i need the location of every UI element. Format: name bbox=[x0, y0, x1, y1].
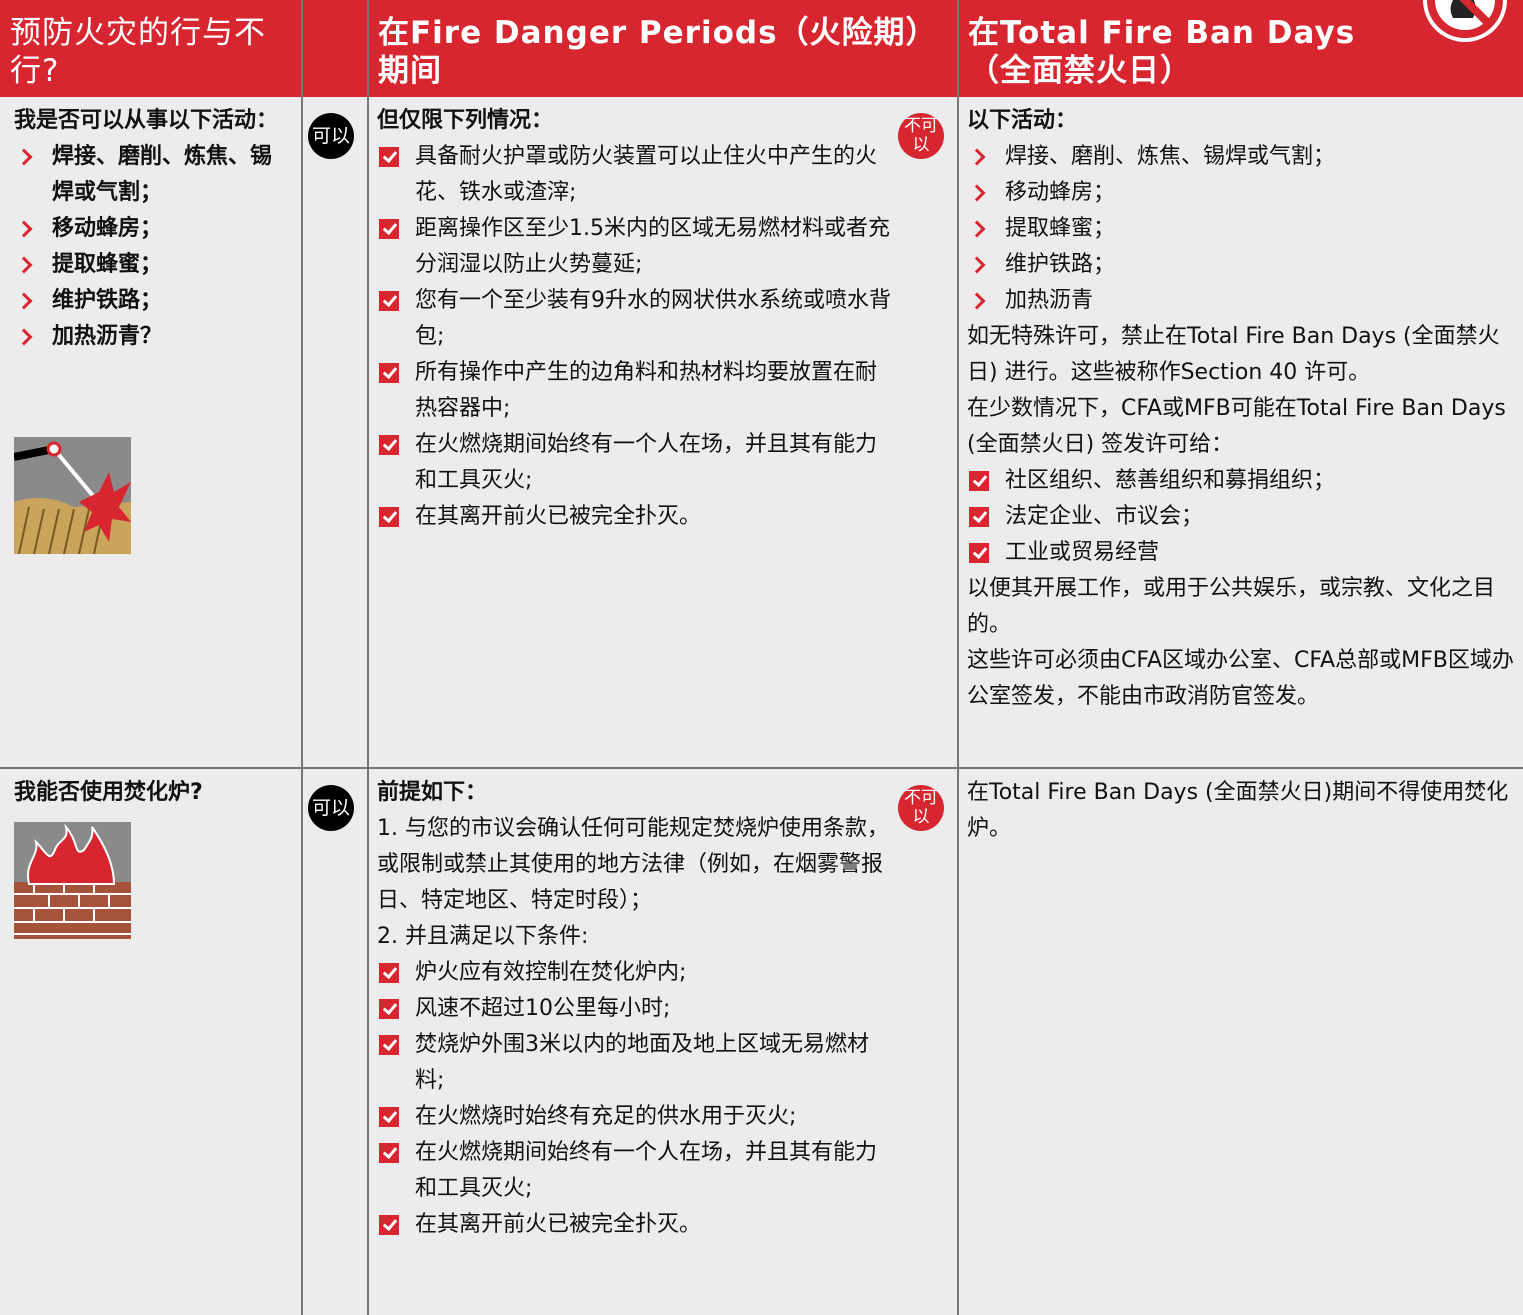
heading: 我能否使用焚化炉? bbox=[14, 780, 203, 805]
check-item: 工业或贸易经营 bbox=[967, 535, 1517, 571]
header-spacer bbox=[302, 0, 368, 97]
paragraph: 在Total Fire Ban Days (全面禁火日)期间不得使用焚化炉。 bbox=[967, 780, 1509, 841]
banned-cell: 以下活动： 焊接、磨削、炼焦、锡焊或气割； 移动蜂房； 提取蜂蜜； 维护铁路； 加热沥青如… bbox=[959, 97, 1523, 767]
paragraph: 这些许可必须由CFA区域办公室、CFA总部或MFB区域办公室签发，不能由市政消防… bbox=[967, 648, 1514, 709]
heading: 以下活动： bbox=[967, 108, 1078, 133]
paragraph: 如无特殊许可，禁止在Total Fire Ban Days (全面禁火日) 进行… bbox=[967, 324, 1500, 385]
bullet-item: 加热沥青 bbox=[967, 283, 1517, 319]
heading: 但仅限下列情况： bbox=[377, 108, 554, 133]
bullet-item: 焊接、磨削、炼焦、锡焊或气割； bbox=[14, 139, 291, 211]
heading: 前提如下： bbox=[377, 780, 488, 805]
can-badge: 可以 bbox=[308, 785, 354, 831]
check-item: 所有操作中产生的边角料和热材料均要放置在耐热容器中; bbox=[377, 355, 897, 427]
check-item: 炉火应有效控制在焚化炉内; bbox=[377, 955, 897, 991]
bullet-item: 提取蜂蜜； bbox=[14, 247, 291, 283]
header-cell: 在Fire Danger Periods（火险期）期间 bbox=[368, 0, 958, 97]
divider bbox=[0, 767, 1523, 769]
divider bbox=[957, 0, 959, 1315]
check-item: 社区组织、慈善组织和募捐组织； bbox=[967, 463, 1517, 499]
bullet-item: 维护铁路； bbox=[14, 283, 291, 319]
can-badge: 可以 bbox=[308, 113, 354, 159]
bullet-item: 维护铁路； bbox=[967, 247, 1517, 283]
check-item: 在其离开前火已被完全扑灭。 bbox=[377, 1207, 897, 1243]
cannot-badge: 不可以 bbox=[898, 785, 944, 831]
check-item: 法定企业、市议会； bbox=[967, 499, 1517, 535]
bullet-item: 移动蜂房； bbox=[967, 175, 1517, 211]
check-item: 在火燃烧时始终有充足的供水用于灭火; bbox=[377, 1099, 897, 1135]
check-item: 在其离开前火已被完全扑灭。 bbox=[377, 499, 897, 535]
bullet-item: 焊接、磨削、炼焦、锡焊或气割； bbox=[967, 139, 1517, 175]
paragraph: 1. 与您的市议会确认任何可能规定焚烧炉使用条款，或限制或禁止其使用的地方法律（… bbox=[377, 816, 889, 913]
check-item: 风速不超过10公里每小时; bbox=[377, 991, 897, 1027]
bullet-item: 移动蜂房； bbox=[14, 211, 291, 247]
welding-icon bbox=[14, 437, 131, 554]
check-item: 在火燃烧期间始终有一个人在场，并且其有能力和工具灭火; bbox=[377, 427, 897, 499]
check-item: 具备耐火护罩或防火装置可以止住火中产生的火花、铁水或渣滓; bbox=[377, 139, 897, 211]
allowed-cell: 但仅限下列情况： 具备耐火护罩或防火装置可以止住火中产生的火花、铁水或渣滓; 距离操… bbox=[369, 97, 957, 767]
cannot-badge: 不可以 bbox=[898, 113, 944, 159]
question-cell: 我能否使用焚化炉? bbox=[0, 769, 301, 1315]
header-cell: 预防火灾的行与不行? bbox=[0, 0, 302, 97]
bullet-item: 提取蜂蜜； bbox=[967, 211, 1517, 247]
check-item: 您有一个至少装有9升水的网状供水系统或喷水背包; bbox=[377, 283, 897, 355]
paragraph: 以便其开展工作，或用于公共娱乐，或宗教、文化之目的。 bbox=[967, 576, 1496, 637]
allowed-cell: 前提如下： 1. 与您的市议会确认任何可能规定焚烧炉使用条款，或限制或禁止其使用的… bbox=[369, 769, 957, 1315]
incinerator-icon bbox=[14, 822, 131, 939]
paragraph: 在少数情况下，CFA或MFB可能在Total Fire Ban Days (全面… bbox=[967, 396, 1506, 457]
check-item: 在火燃烧期间始终有一个人在场，并且其有能力和工具灭火; bbox=[377, 1135, 897, 1207]
divider bbox=[301, 0, 303, 1315]
check-item: 焚烧炉外围3米以内的地面及地上区域无易燃材料; bbox=[377, 1027, 897, 1099]
bullet-item: 加热沥青？ bbox=[14, 319, 291, 355]
paragraph: 2. 并且满足以下条件: bbox=[377, 924, 589, 949]
divider bbox=[367, 0, 369, 1315]
banned-cell: 在Total Fire Ban Days (全面禁火日)期间不得使用焚化炉。 bbox=[959, 769, 1523, 1315]
no-fire-icon bbox=[1423, 0, 1507, 42]
heading: 我是否可以从事以下活动： bbox=[14, 108, 279, 133]
question-cell: 我是否可以从事以下活动： 焊接、磨削、炼焦、锡焊或气割； 移动蜂房； 提取蜂蜜； 维护铁… bbox=[0, 97, 301, 767]
check-item: 距离操作区至少1.5米内的区域无易燃材料或者充分润湿以防止火势蔓延; bbox=[377, 211, 897, 283]
